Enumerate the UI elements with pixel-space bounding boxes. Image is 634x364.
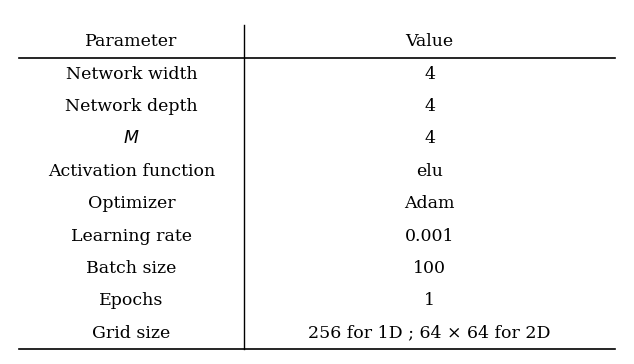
Text: Learning rate: Learning rate xyxy=(71,228,192,245)
Text: $\mathit{M}$: $\mathit{M}$ xyxy=(123,130,140,147)
Text: Network width: Network width xyxy=(66,66,197,83)
Text: 4: 4 xyxy=(424,130,435,147)
Text: Parameter: Parameter xyxy=(86,33,178,50)
Text: Value: Value xyxy=(406,33,453,50)
Text: Grid size: Grid size xyxy=(93,325,171,342)
Text: Batch size: Batch size xyxy=(86,260,177,277)
Text: 0.001: 0.001 xyxy=(404,228,455,245)
Text: Network depth: Network depth xyxy=(65,98,198,115)
Text: Adam: Adam xyxy=(404,195,455,212)
Text: 256 for 1D ; 64 × 64 for 2D: 256 for 1D ; 64 × 64 for 2D xyxy=(308,325,551,342)
Text: Optimizer: Optimizer xyxy=(87,195,176,212)
Text: 4: 4 xyxy=(424,66,435,83)
Text: 100: 100 xyxy=(413,260,446,277)
Text: 1: 1 xyxy=(424,292,435,309)
Text: Epochs: Epochs xyxy=(100,292,164,309)
Text: Activation function: Activation function xyxy=(48,163,215,180)
Text: 4: 4 xyxy=(424,98,435,115)
Text: elu: elu xyxy=(416,163,443,180)
